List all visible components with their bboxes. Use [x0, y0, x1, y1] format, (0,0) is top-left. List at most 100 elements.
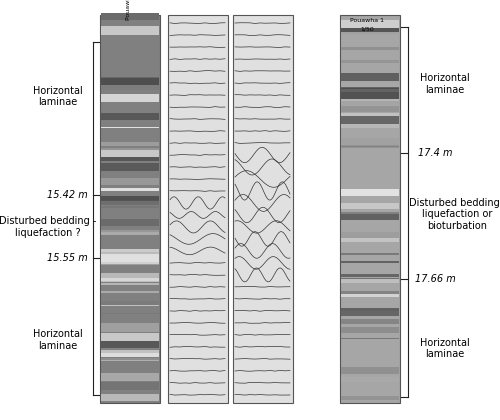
Bar — [101, 196, 159, 200]
Bar — [100, 15, 160, 403]
Bar — [101, 206, 159, 208]
Bar — [341, 92, 399, 99]
Bar — [341, 311, 399, 316]
Bar — [101, 77, 159, 80]
Bar — [101, 178, 159, 185]
Bar — [101, 261, 159, 265]
Bar — [101, 357, 159, 360]
Bar — [341, 396, 399, 400]
Text: 1/50: 1/50 — [360, 26, 374, 32]
Bar — [101, 113, 159, 120]
Bar — [168, 15, 228, 403]
Text: 15.42 m: 15.42 m — [47, 190, 88, 200]
Bar — [101, 249, 159, 258]
Bar — [341, 113, 399, 120]
Bar — [101, 283, 159, 285]
Bar — [341, 319, 399, 324]
Bar — [341, 338, 399, 339]
Bar — [341, 294, 399, 297]
Bar — [101, 150, 159, 157]
Bar — [341, 47, 399, 50]
Bar — [101, 328, 159, 332]
Bar — [341, 367, 399, 373]
Bar — [341, 123, 399, 128]
Bar — [232, 15, 292, 403]
Bar — [101, 276, 159, 281]
Bar — [101, 188, 159, 191]
Bar — [101, 360, 159, 361]
Bar — [101, 353, 159, 357]
Bar — [101, 382, 159, 390]
Bar — [341, 279, 399, 283]
Bar — [341, 291, 399, 296]
Bar — [341, 26, 399, 32]
Text: Horizontal
laminae: Horizontal laminae — [420, 338, 470, 360]
Bar — [101, 394, 159, 401]
Bar — [101, 230, 159, 232]
Bar — [341, 213, 399, 220]
Text: Pouawha 1: Pouawha 1 — [350, 18, 384, 23]
Bar — [101, 26, 159, 34]
Bar — [341, 101, 399, 105]
Bar — [101, 165, 159, 167]
Bar — [340, 15, 400, 403]
Bar — [341, 47, 399, 50]
Bar — [101, 262, 159, 264]
Text: Disturbed bedding -
liquefaction or
bioturbation: Disturbed bedding - liquefaction or biot… — [409, 197, 500, 231]
Bar — [341, 83, 399, 87]
Bar — [101, 78, 159, 85]
Bar — [341, 238, 399, 242]
Bar — [101, 254, 159, 262]
Text: Horizontal
laminae: Horizontal laminae — [32, 86, 82, 108]
Bar — [101, 279, 159, 282]
Bar — [341, 376, 399, 382]
Bar — [101, 350, 159, 357]
Bar — [101, 94, 159, 102]
Bar — [101, 249, 159, 252]
Bar — [101, 333, 159, 341]
Bar — [101, 158, 159, 161]
Text: Pouawha 31: Pouawha 31 — [126, 0, 132, 20]
Bar — [341, 114, 399, 122]
Text: 15.55 m: 15.55 m — [47, 253, 88, 263]
Text: 17.66 m: 17.66 m — [414, 274, 456, 284]
Bar — [341, 274, 399, 277]
Text: Horizontal
laminae: Horizontal laminae — [32, 329, 82, 351]
Bar — [101, 200, 159, 205]
Bar — [101, 163, 159, 171]
Bar — [341, 214, 399, 218]
Bar — [341, 89, 399, 94]
Bar — [101, 341, 159, 349]
Bar — [341, 207, 399, 208]
Bar — [101, 142, 159, 146]
Bar — [341, 88, 399, 89]
Bar — [341, 278, 399, 283]
Bar — [101, 373, 159, 381]
Bar — [101, 291, 159, 293]
Bar — [101, 323, 159, 331]
Bar — [101, 232, 159, 235]
Bar — [341, 120, 399, 124]
Bar — [101, 198, 159, 203]
Bar — [101, 148, 159, 155]
Bar — [341, 20, 399, 28]
Bar — [341, 74, 399, 81]
Text: Horizontal
laminae: Horizontal laminae — [420, 73, 470, 95]
Bar — [101, 13, 159, 20]
Bar — [341, 145, 399, 147]
Bar — [341, 203, 399, 209]
Bar — [341, 93, 399, 101]
Bar — [341, 60, 399, 63]
Bar — [341, 40, 399, 42]
Bar — [101, 302, 159, 306]
Bar — [341, 144, 399, 148]
Bar — [341, 138, 399, 145]
Bar — [101, 346, 159, 349]
Bar — [101, 326, 159, 327]
Bar — [341, 87, 399, 94]
Bar — [341, 232, 399, 238]
Bar — [341, 84, 399, 92]
Bar — [341, 212, 399, 215]
Bar — [341, 326, 399, 333]
Bar — [101, 273, 159, 278]
